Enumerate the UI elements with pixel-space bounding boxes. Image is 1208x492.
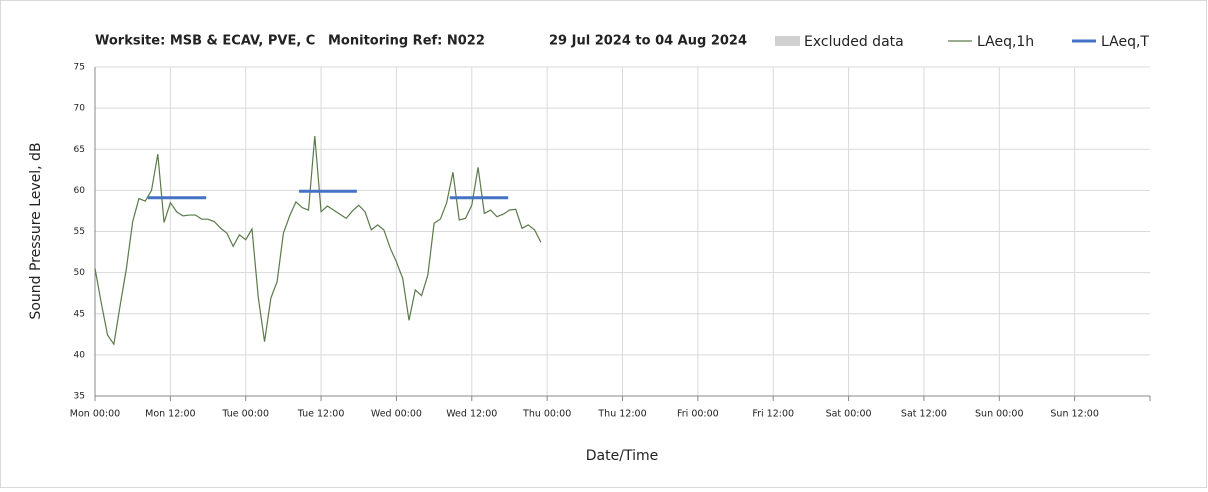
chart-subtitle: Monitoring Ref: N022 xyxy=(328,34,485,49)
y-tick-label: 75 xyxy=(74,63,85,73)
date-range: 29 Jul 2024 to 04 Aug 2024 xyxy=(549,34,747,49)
x-tick-label: Sat 12:00 xyxy=(901,409,947,420)
x-tick-label: Fri 00:00 xyxy=(677,409,719,420)
legend-swatch xyxy=(775,36,800,46)
y-tick-label: 60 xyxy=(74,186,86,196)
legend-label: Excluded data xyxy=(804,34,904,50)
x-tick-label: Mon 00:00 xyxy=(70,409,120,420)
y-tick-label: 45 xyxy=(74,309,85,319)
y-tick-label: 55 xyxy=(74,227,85,237)
x-tick-label: Tue 12:00 xyxy=(297,409,345,420)
x-tick-label: Wed 12:00 xyxy=(446,409,497,420)
data-line xyxy=(94,136,542,346)
legend-label: LAeq,T xyxy=(1101,34,1149,50)
x-tick-label: Thu 12:00 xyxy=(597,409,646,420)
y-tick-label: 65 xyxy=(74,145,85,155)
legend-label: LAeq,1h xyxy=(977,34,1034,50)
x-axis-label: Date/Time xyxy=(586,448,658,464)
x-tick-label: Thu 00:00 xyxy=(522,409,571,420)
x-tick-label: Fri 12:00 xyxy=(752,409,794,420)
x-tick-label: Sun 00:00 xyxy=(975,409,1023,420)
x-tick-label: Sat 00:00 xyxy=(826,409,872,420)
x-tick-label: Sun 12:00 xyxy=(1050,409,1098,420)
chart-title: Worksite: MSB & ECAV, PVE, C xyxy=(95,34,315,49)
y-tick-label: 40 xyxy=(74,350,86,360)
y-tick-label: 50 xyxy=(74,268,86,278)
x-tick-label: Mon 12:00 xyxy=(145,409,195,420)
x-tick-label: Wed 00:00 xyxy=(371,409,422,420)
y-tick-label: 35 xyxy=(74,392,85,402)
y-tick-label: 70 xyxy=(74,104,86,114)
x-tick-label: Tue 00:00 xyxy=(221,409,269,420)
y-axis-label: Sound Pressure Level, dB xyxy=(28,142,44,319)
